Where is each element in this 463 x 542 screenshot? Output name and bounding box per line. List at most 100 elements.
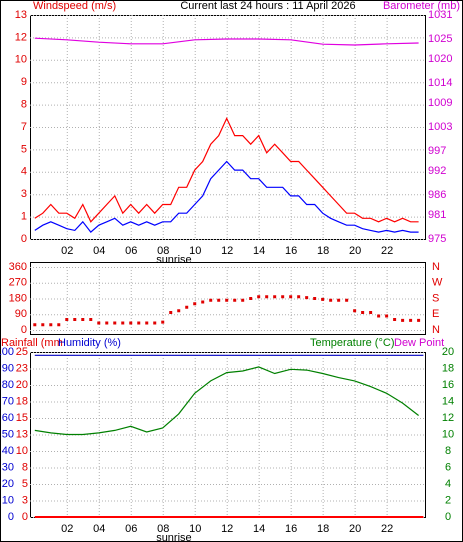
point	[73, 318, 77, 321]
annotation: sunrise	[156, 532, 191, 542]
y-tick-label: 4	[21, 166, 27, 178]
y-tick-label: 13	[15, 9, 27, 21]
y-tick-label: 3	[22, 494, 28, 506]
x-tick-label: 02	[61, 245, 73, 257]
point	[345, 298, 349, 302]
y-tick-label: 15	[16, 412, 28, 424]
point	[145, 321, 149, 325]
humidity-label: Humidity (%)	[58, 337, 121, 349]
x-tick-label: 18	[317, 245, 329, 257]
point	[233, 298, 237, 302]
dew-point-label: Dew Point	[394, 337, 444, 349]
y2-tick-label: N	[432, 261, 440, 273]
y2-tick-label: 1014	[428, 77, 452, 89]
y-tick-label: 7	[21, 121, 27, 133]
rainfall-label: Rainfall (mm	[1, 337, 63, 349]
y2-tick-label: 1009	[428, 97, 452, 109]
y3-tick-label: 0	[8, 511, 14, 523]
y2-tick-label: E	[432, 308, 439, 320]
point	[121, 321, 125, 325]
point	[249, 297, 253, 300]
series-line	[34, 366, 419, 436]
point	[313, 297, 317, 300]
point	[209, 298, 213, 302]
y-tick-label: 13	[16, 428, 28, 440]
y2-tick-label: 8	[445, 445, 451, 457]
point	[337, 298, 341, 302]
y-tick-label: 0	[21, 233, 27, 245]
x-tick-label: 18	[317, 523, 329, 535]
point	[161, 320, 165, 324]
point	[201, 300, 205, 304]
x-tick-label: 16	[285, 523, 297, 535]
x-tick-label: 14	[253, 245, 265, 257]
y-tick-label: 270	[9, 277, 27, 289]
y3-tick-label: 100	[0, 346, 14, 358]
point	[113, 321, 117, 325]
y2-tick-label: 997	[428, 145, 446, 157]
point	[257, 295, 261, 299]
x-tick-label: 22	[381, 245, 393, 257]
x-tick-label: 12	[221, 245, 233, 257]
temperature-label: Temperature (°C)	[310, 337, 394, 349]
y-tick-label: 23	[16, 362, 28, 374]
point	[65, 318, 69, 321]
x-tick-label: 10	[189, 245, 201, 257]
point	[409, 318, 413, 322]
windspeed-label: Windspeed (m/s)	[33, 0, 116, 12]
point	[81, 318, 85, 321]
y2-tick-label: 975	[428, 233, 446, 245]
point	[49, 323, 53, 327]
point	[41, 323, 45, 327]
y3-tick-label: 80	[2, 379, 14, 391]
y3-tick-label: 90	[2, 362, 14, 374]
y-tick-label: 9	[21, 76, 27, 88]
x-tick-label: 14	[253, 523, 265, 535]
y3-tick-label: 20	[2, 478, 14, 490]
y-tick-label: 180	[9, 292, 27, 304]
y2-tick-label: 18	[442, 362, 454, 374]
point	[393, 318, 397, 321]
y-tick-label: 8	[22, 461, 28, 473]
point	[377, 314, 381, 318]
y2-tick-label: 10	[442, 428, 454, 440]
x-tick-label: 20	[349, 245, 361, 257]
y-tick-label: 18	[16, 395, 28, 407]
point	[297, 295, 301, 299]
x-tick-label: 08	[157, 245, 169, 257]
point	[105, 321, 109, 325]
point	[225, 298, 229, 302]
point	[305, 296, 309, 300]
x-tick-label: 20	[349, 523, 361, 535]
y3-tick-label: 40	[2, 445, 14, 457]
y2-tick-label: 986	[428, 189, 446, 201]
x-tick-label: 22	[381, 523, 393, 535]
y2-tick-label: 1020	[428, 53, 452, 65]
point	[169, 311, 173, 314]
y-tick-label: 5	[21, 143, 27, 155]
y2-tick-label: W	[432, 277, 443, 289]
x-tick-label: 06	[125, 523, 137, 535]
y-tick-label: 12	[15, 31, 27, 43]
y-tick-label: 5	[22, 478, 28, 490]
point	[153, 321, 157, 325]
point	[417, 318, 421, 322]
point	[129, 321, 133, 325]
series-line	[34, 160, 419, 233]
x-tick-label: 04	[93, 245, 105, 257]
point	[369, 311, 373, 314]
y2-tick-label: S	[432, 292, 439, 304]
x-tick-label: 02	[61, 523, 73, 535]
point	[289, 295, 293, 299]
point	[185, 305, 189, 309]
y2-tick-label: 992	[428, 165, 446, 177]
y2-tick-label: N	[432, 324, 440, 336]
point	[89, 318, 93, 321]
y-tick-label: 360	[9, 261, 27, 273]
point	[33, 323, 37, 327]
y-tick-label: 90	[15, 308, 27, 320]
y3-tick-label: 60	[2, 412, 14, 424]
y2-tick-label: 0	[445, 511, 451, 523]
chart-title: Current last 24 hours : 11 April 2026	[180, 0, 355, 12]
